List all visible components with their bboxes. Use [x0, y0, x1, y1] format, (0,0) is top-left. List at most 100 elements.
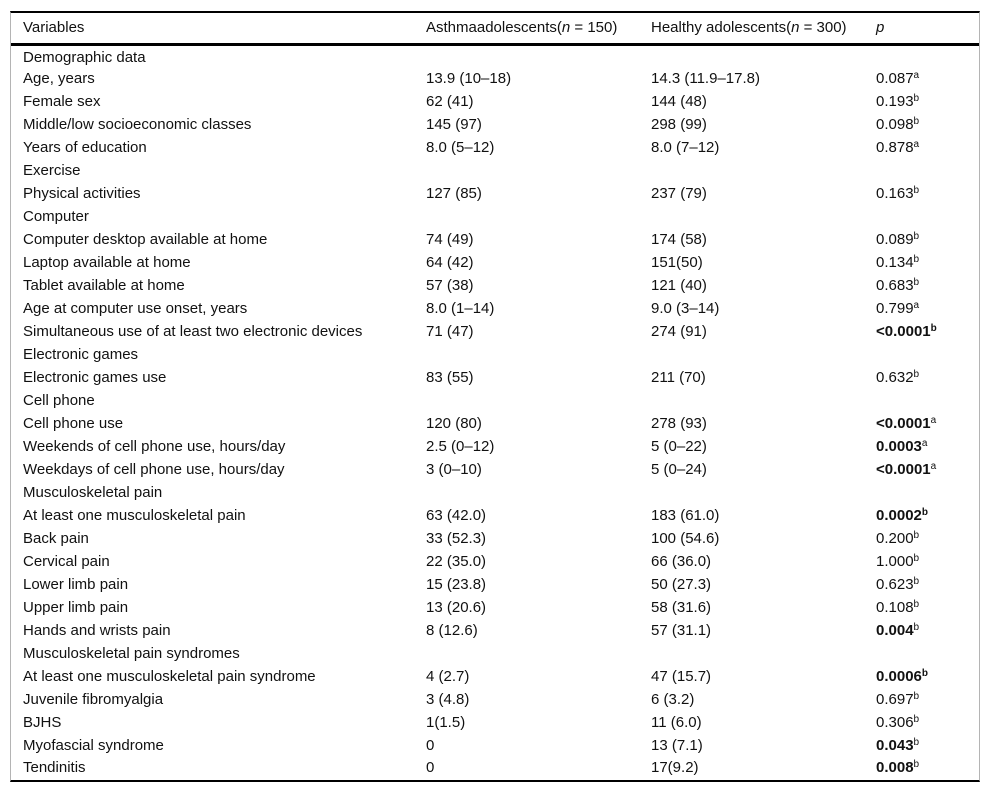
healthy-value-cell: [651, 389, 876, 412]
p-value: 0.799: [876, 300, 914, 317]
col-header-healthy: Healthy adolescents(n = 300): [651, 13, 876, 44]
p-value: 0.193: [876, 93, 914, 110]
p-value-cell: 0.008b: [876, 757, 979, 780]
p-superscript: b: [921, 507, 928, 518]
p-value: 0.623: [876, 576, 914, 593]
table-row: Tendinitis 0 17(9.2) 0.008b: [11, 757, 979, 780]
p-value: 0.697: [876, 691, 914, 708]
table-row: Back pain 33 (52.3) 100 (54.6) 0.200b: [11, 527, 979, 550]
col-header-asthma-count: = 150): [570, 19, 618, 37]
variable-cell: At least one musculoskeletal pain: [23, 507, 246, 524]
p-value: 0.089: [876, 231, 914, 248]
healthy-value-cell: 8.0 (7–12): [651, 139, 720, 156]
p-value-cell: 0.697b: [876, 688, 979, 711]
healthy-value-cell: 17(9.2): [651, 758, 699, 776]
variable-cell: Physical activities: [23, 185, 141, 202]
asthma-value-cell: [426, 389, 651, 412]
table-row: Cell phone use 120 (80) 278 (93) <0.0001a: [11, 412, 979, 435]
variable-cell: Back pain: [23, 530, 89, 547]
table-row: Lower limb pain 15 (23.8) 50 (27.3) 0.623b: [11, 573, 979, 596]
healthy-value-cell: 57 (31.1): [651, 622, 712, 639]
section-row: Musculoskeletal pain syndromes: [11, 642, 979, 665]
p-value: 0.108: [876, 599, 914, 616]
healthy-value-cell: 5 (0–22): [651, 438, 707, 455]
asthma-value-cell: [426, 205, 651, 228]
asthma-value-cell: 71 (47): [426, 323, 474, 340]
table-row: Hands and wrists pain 8 (12.6) 57 (31.1) 0.…: [11, 619, 979, 642]
p-superscript: b: [913, 116, 920, 127]
p-superscript: b: [930, 323, 937, 334]
section-label-cell: Computer: [23, 208, 89, 225]
p-value-cell: 0.193b: [876, 90, 979, 113]
table-row: Simultaneous use of at least two electro…: [11, 320, 979, 343]
asthma-value-cell: 0: [426, 737, 435, 754]
p-value: 0.098: [876, 116, 914, 133]
p-value: 0.0006: [876, 668, 922, 685]
variable-cell: Female sex: [23, 93, 101, 110]
healthy-value-cell: 14.3 (11.9–17.8): [651, 70, 760, 87]
p-superscript: a: [913, 139, 920, 150]
col-header-variables-label: Variables: [23, 19, 85, 37]
variable-cell: Weekdays of cell phone use, hours/day: [23, 461, 285, 478]
p-value: 0.878: [876, 139, 914, 156]
asthma-value-cell: 4 (2.7): [426, 668, 470, 685]
table-row: At least one musculoskeletal pain 63 (42.…: [11, 504, 979, 527]
p-value-cell: 0.043b: [876, 734, 979, 757]
variable-cell: Age at computer use onset, years: [23, 300, 248, 317]
healthy-value-cell: 6 (3.2): [651, 691, 695, 708]
col-header-asthma-text: Asthmaadolescents(: [426, 19, 562, 37]
p-value-cell: [876, 44, 979, 67]
table: Variables Asthmaadolescents(n = 150) Hea…: [11, 13, 979, 780]
asthma-value-cell: 145 (97): [426, 116, 482, 133]
p-superscript: b: [913, 758, 920, 770]
p-value-cell: 0.200b: [876, 527, 979, 550]
table-row: Myofascial syndrome 0 13 (7.1) 0.043b: [11, 734, 979, 757]
section-label-cell: Musculoskeletal pain syndromes: [23, 645, 240, 662]
healthy-value-cell: 278 (93): [651, 415, 707, 432]
p-value-cell: 0.0003a: [876, 435, 979, 458]
col-header-variables: Variables: [11, 13, 426, 44]
p-value-cell: 0.623b: [876, 573, 979, 596]
p-superscript: a: [930, 461, 937, 472]
p-superscript: b: [913, 714, 920, 725]
table-row: At least one musculoskeletal pain syndro…: [11, 665, 979, 688]
section-row: Demographic data: [11, 44, 979, 67]
p-value: 0.632: [876, 369, 914, 386]
section-row: Cell phone: [11, 389, 979, 412]
p-value: 0.0002: [876, 507, 922, 524]
healthy-value-cell: 9.0 (3–14): [651, 300, 720, 317]
asthma-value-cell: 2.5 (0–12): [426, 438, 495, 455]
p-superscript: b: [913, 185, 920, 196]
asthma-value-cell: 8 (12.6): [426, 622, 478, 639]
p-value: <0.0001: [876, 323, 931, 340]
col-header-healthy-count: = 300): [799, 19, 847, 37]
asthma-value-cell: 1(1.5): [426, 714, 466, 731]
p-superscript: b: [921, 668, 928, 679]
p-superscript: b: [913, 277, 920, 288]
p-value: 0.200: [876, 530, 914, 547]
asthma-value-cell: 120 (80): [426, 415, 482, 432]
p-value-cell: [876, 343, 979, 366]
p-value-cell: 0.089b: [876, 228, 979, 251]
healthy-value-cell: 121 (40): [651, 277, 707, 294]
section-row: Exercise: [11, 159, 979, 182]
healthy-value-cell: 47 (15.7): [651, 668, 712, 685]
p-value-cell: 0.632b: [876, 366, 979, 389]
healthy-value-cell: 274 (91): [651, 323, 707, 340]
variable-cell: Cervical pain: [23, 553, 110, 570]
table-row: Age, years 13.9 (10–18) 14.3 (11.9–17.8) 0.…: [11, 67, 979, 90]
p-superscript: b: [913, 553, 920, 564]
asthma-value-cell: [426, 343, 651, 366]
variable-cell: Tendinitis: [23, 758, 86, 776]
asthma-value-cell: 22 (35.0): [426, 553, 487, 570]
asthma-value-cell: 13 (20.6): [426, 599, 487, 616]
p-value-cell: [876, 159, 979, 182]
table-row: Juvenile fibromyalgia 3 (4.8) 6 (3.2) 0.697…: [11, 688, 979, 711]
p-value-cell: 0.134b: [876, 251, 979, 274]
p-superscript: b: [913, 599, 920, 610]
variable-cell: Weekends of cell phone use, hours/day: [23, 438, 286, 455]
variable-cell: Electronic games use: [23, 369, 167, 386]
table-row: Physical activities 127 (85) 237 (79) 0.163…: [11, 182, 979, 205]
p-superscript: b: [913, 576, 920, 587]
section-label-cell: Demographic data: [23, 49, 146, 67]
